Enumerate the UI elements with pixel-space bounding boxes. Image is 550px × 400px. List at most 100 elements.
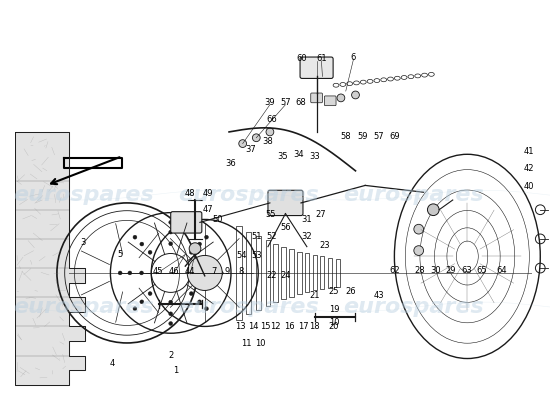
Text: 28: 28 xyxy=(414,266,425,274)
Circle shape xyxy=(351,91,359,99)
Circle shape xyxy=(169,230,173,234)
Text: 22: 22 xyxy=(267,271,277,280)
Circle shape xyxy=(118,271,122,275)
Text: 61: 61 xyxy=(316,54,327,64)
Text: 24: 24 xyxy=(280,271,291,280)
Circle shape xyxy=(169,242,173,246)
Bar xyxy=(336,259,340,286)
Text: 34: 34 xyxy=(294,150,304,159)
Circle shape xyxy=(189,292,193,296)
Circle shape xyxy=(189,250,193,254)
Text: 33: 33 xyxy=(309,152,320,161)
Circle shape xyxy=(266,128,274,136)
Circle shape xyxy=(427,204,439,216)
Text: 11: 11 xyxy=(241,340,252,348)
Text: 57: 57 xyxy=(373,132,384,141)
Text: 49: 49 xyxy=(202,189,213,198)
Text: 40: 40 xyxy=(524,182,534,191)
Circle shape xyxy=(169,312,173,316)
Circle shape xyxy=(140,300,144,304)
Text: 32: 32 xyxy=(301,232,312,242)
Bar xyxy=(321,256,324,290)
Text: 13: 13 xyxy=(235,322,246,331)
Circle shape xyxy=(252,134,260,142)
Text: 23: 23 xyxy=(319,241,329,250)
Text: 68: 68 xyxy=(296,98,306,107)
Text: 47: 47 xyxy=(202,205,213,214)
Circle shape xyxy=(169,220,173,224)
Circle shape xyxy=(198,271,202,275)
Text: 8: 8 xyxy=(238,268,244,276)
Text: 37: 37 xyxy=(245,145,256,154)
Text: 14: 14 xyxy=(248,322,258,331)
Text: 19: 19 xyxy=(329,305,339,314)
Circle shape xyxy=(140,242,144,246)
Text: 7: 7 xyxy=(211,268,216,276)
Text: 12: 12 xyxy=(271,322,281,331)
Text: 15: 15 xyxy=(260,322,270,331)
Text: 6: 6 xyxy=(351,52,356,62)
Text: 4: 4 xyxy=(110,359,115,368)
Circle shape xyxy=(140,271,144,275)
Text: 50: 50 xyxy=(212,215,223,224)
Text: 63: 63 xyxy=(461,266,472,274)
Text: 60: 60 xyxy=(296,54,307,64)
Bar xyxy=(236,226,241,320)
Text: 31: 31 xyxy=(301,215,312,224)
Text: 64: 64 xyxy=(496,266,507,274)
Circle shape xyxy=(414,246,424,256)
Text: 26: 26 xyxy=(345,287,356,296)
Text: 1: 1 xyxy=(173,366,178,375)
FancyBboxPatch shape xyxy=(300,57,333,78)
Text: 42: 42 xyxy=(524,164,534,173)
Bar xyxy=(246,232,251,314)
Text: 9: 9 xyxy=(224,268,230,276)
Circle shape xyxy=(219,271,223,275)
Text: 54: 54 xyxy=(236,251,247,260)
Text: 55: 55 xyxy=(266,210,276,219)
Text: 10: 10 xyxy=(255,340,266,348)
FancyBboxPatch shape xyxy=(170,212,202,233)
Text: 38: 38 xyxy=(262,137,273,146)
Circle shape xyxy=(133,307,137,311)
Bar xyxy=(313,256,317,290)
Text: 66: 66 xyxy=(267,115,277,124)
Circle shape xyxy=(187,256,222,290)
Circle shape xyxy=(189,243,201,254)
Text: 44: 44 xyxy=(185,268,195,276)
Text: eurospares: eurospares xyxy=(13,185,153,205)
Text: 56: 56 xyxy=(280,223,291,232)
Polygon shape xyxy=(15,132,85,385)
Text: 51: 51 xyxy=(251,232,262,242)
Circle shape xyxy=(128,271,132,275)
Text: 16: 16 xyxy=(284,322,295,331)
Text: 53: 53 xyxy=(251,251,262,260)
Text: 21: 21 xyxy=(310,291,320,300)
Text: 39: 39 xyxy=(265,98,275,107)
Text: 17: 17 xyxy=(298,322,309,331)
Circle shape xyxy=(337,94,345,102)
Text: 2: 2 xyxy=(168,351,173,360)
Circle shape xyxy=(197,300,201,304)
Text: 25: 25 xyxy=(329,287,339,296)
Text: 41: 41 xyxy=(524,147,534,156)
Bar xyxy=(328,258,332,288)
Bar xyxy=(296,252,301,294)
Text: 3: 3 xyxy=(80,238,86,247)
Text: eurospares: eurospares xyxy=(178,185,319,205)
Text: 46: 46 xyxy=(168,268,179,276)
Text: 20: 20 xyxy=(329,322,339,331)
Text: 27: 27 xyxy=(315,210,326,219)
Text: 10: 10 xyxy=(329,318,339,327)
Circle shape xyxy=(148,292,152,296)
Text: eurospares: eurospares xyxy=(13,297,153,317)
Circle shape xyxy=(205,235,208,239)
Text: 35: 35 xyxy=(277,152,288,161)
Circle shape xyxy=(197,242,201,246)
Text: 57: 57 xyxy=(280,98,291,107)
Text: eurospares: eurospares xyxy=(343,297,484,317)
Circle shape xyxy=(414,224,424,234)
Bar xyxy=(273,244,278,302)
Bar xyxy=(281,247,286,299)
Text: eurospares: eurospares xyxy=(178,297,319,317)
